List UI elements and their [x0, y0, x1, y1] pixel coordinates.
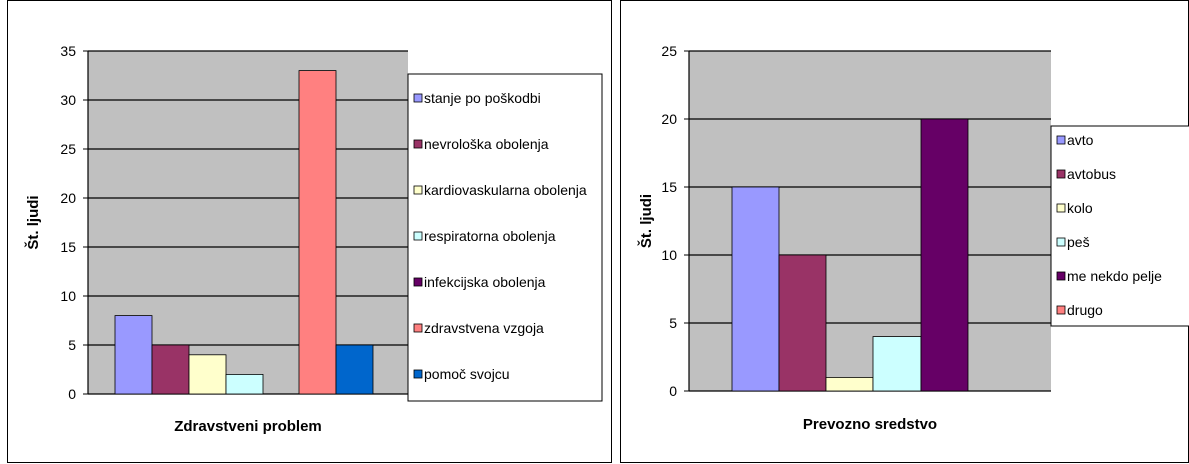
- y-tick-label: 20: [60, 190, 76, 206]
- legend-label: pomoč svojcu: [424, 366, 510, 382]
- legend-label: infekcijska obolenja: [424, 274, 546, 290]
- y-tick-label: 15: [60, 239, 76, 255]
- y-axis-label: Št. ljudi: [24, 195, 42, 249]
- bar-stanje-po-poškodbi: [114, 315, 153, 395]
- bar-nevrološka-obolenja: [151, 344, 190, 395]
- legend-swatch: [1056, 305, 1066, 315]
- bar-kolo: [825, 376, 874, 392]
- legend-swatch: [413, 369, 423, 379]
- y-axis-label: Št. ljudi: [637, 194, 655, 248]
- bar-peš: [872, 336, 922, 392]
- y-tick-label: 10: [60, 288, 76, 304]
- bar-me-nekdo-pelje: [920, 118, 969, 392]
- y-tick-label: 25: [60, 141, 76, 157]
- bar-avto: [731, 186, 780, 392]
- legend-box: [407, 73, 603, 402]
- legend-swatch: [1056, 169, 1066, 179]
- bar-pomoč-svojcu: [335, 344, 374, 395]
- y-tick-label: 10: [661, 247, 677, 263]
- legend-label: drugo: [1067, 302, 1103, 318]
- bar-avtobus: [778, 254, 827, 392]
- y-tick-label: 5: [68, 337, 76, 353]
- y-tick-label: 5: [669, 315, 677, 331]
- health-problem-chart: 0 5 10 15 20 25 30 35 Št. ljudi Zdravstveni probl…: [24, 43, 603, 435]
- legend-swatch: [413, 185, 423, 195]
- legend-swatch: [1056, 237, 1066, 247]
- legend-box: [1050, 125, 1189, 327]
- legend: stanje po poškodbi nevrološka obolenja kar…: [407, 73, 603, 402]
- legend-swatch: [1056, 203, 1066, 213]
- legend-label: peš: [1067, 234, 1090, 250]
- legend-label: kardiovaskularna obolenja: [424, 182, 587, 198]
- legend-swatch: [413, 139, 423, 149]
- x-axis-label: Prevozno sredstvo: [803, 416, 937, 433]
- legend-label: me nekdo pelje: [1067, 268, 1162, 284]
- legend-swatch: [413, 231, 423, 241]
- transport-chart: 0 5 10 15 20 25 Št. ljudi Prevozno sredstvo avto…: [637, 43, 1189, 433]
- x-axis-label: Zdravstveni problem: [174, 418, 322, 435]
- y-tick-label: 25: [661, 43, 677, 59]
- legend-label: stanje po poškodbi: [424, 90, 541, 106]
- y-tick-label: 0: [68, 386, 76, 402]
- legend-label: nevrološka obolenja: [424, 136, 549, 152]
- legend-label: avto: [1067, 132, 1094, 148]
- legend-swatch: [413, 323, 423, 333]
- legend-swatch: [413, 277, 423, 287]
- y-tick-label: 15: [661, 179, 677, 195]
- bar-respiratorna-obolenja: [225, 373, 264, 395]
- legend-label: respiratorna obolenja: [424, 228, 556, 244]
- chart-panel-health: 0 5 10 15 20 25 30 35 Št. ljudi Zdravstveni probl…: [7, 0, 612, 463]
- legend-label: zdravstvena vzgoja: [424, 320, 544, 336]
- legend: avto avtobus kolo peš me nekdo pelje drugo: [1050, 125, 1189, 327]
- legend-swatch: [413, 93, 423, 103]
- y-tick-label: 30: [60, 92, 76, 108]
- y-tick-label: 20: [661, 111, 677, 127]
- chart-panel-transport: 0 5 10 15 20 25 Št. ljudi Prevozno sredstvo avto…: [620, 0, 1189, 463]
- legend-label: avtobus: [1067, 166, 1116, 182]
- legend-swatch: [1056, 135, 1066, 145]
- y-tick-label: 35: [60, 43, 76, 59]
- legend-label: kolo: [1067, 200, 1093, 216]
- y-tick-label: 0: [669, 383, 677, 399]
- bar-zdravstvena-vzgoja: [298, 70, 337, 395]
- bar-kardiovaskularna-obolenja: [188, 354, 227, 395]
- legend-swatch: [1056, 271, 1066, 281]
